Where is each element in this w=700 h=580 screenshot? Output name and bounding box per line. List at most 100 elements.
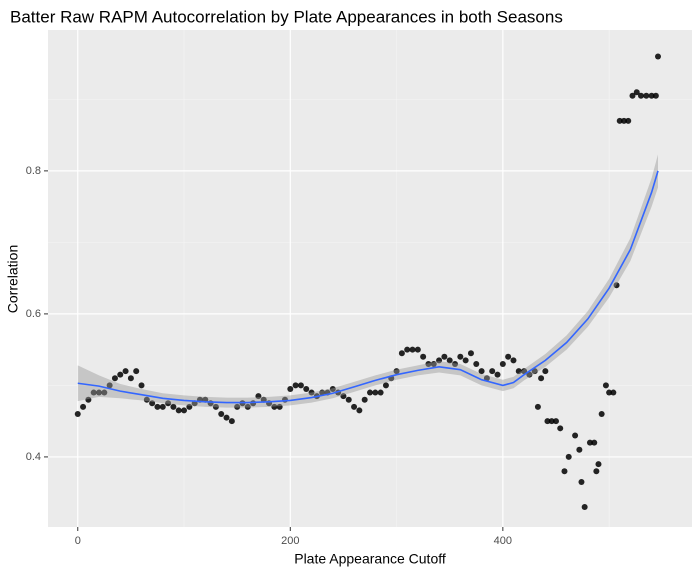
point bbox=[85, 396, 92, 403]
point bbox=[271, 403, 278, 410]
point bbox=[398, 350, 405, 357]
point bbox=[452, 360, 459, 367]
point bbox=[170, 403, 177, 410]
x-tick-label: 400 bbox=[494, 535, 512, 547]
x-axis-title: Plate Appearance Cutoff bbox=[294, 551, 446, 567]
point bbox=[80, 403, 87, 410]
point bbox=[319, 389, 326, 396]
point bbox=[186, 403, 193, 410]
point bbox=[593, 468, 600, 475]
point bbox=[446, 357, 453, 364]
point bbox=[345, 396, 352, 403]
point bbox=[565, 453, 572, 460]
x-tick-label: 0 bbox=[75, 535, 81, 547]
point bbox=[297, 382, 304, 389]
point bbox=[106, 382, 113, 389]
y-tick-label: 0.6 bbox=[26, 308, 41, 320]
point bbox=[223, 414, 230, 421]
point bbox=[175, 407, 182, 414]
point bbox=[542, 368, 549, 375]
point bbox=[143, 396, 150, 403]
point bbox=[473, 360, 480, 367]
point bbox=[409, 346, 416, 353]
point bbox=[483, 375, 490, 382]
point bbox=[552, 418, 559, 425]
point bbox=[234, 403, 241, 410]
point bbox=[276, 403, 283, 410]
point bbox=[531, 368, 538, 375]
point bbox=[154, 403, 161, 410]
point bbox=[606, 389, 613, 396]
point bbox=[244, 403, 251, 410]
point bbox=[586, 439, 593, 446]
point bbox=[228, 418, 235, 425]
smooth-line bbox=[77, 170, 659, 404]
point bbox=[648, 92, 655, 99]
point bbox=[633, 89, 640, 96]
point bbox=[629, 92, 636, 99]
point bbox=[557, 425, 564, 432]
point bbox=[510, 357, 517, 364]
point bbox=[637, 92, 644, 99]
point bbox=[538, 375, 545, 382]
point bbox=[90, 389, 97, 396]
point bbox=[287, 385, 294, 392]
plot-panel bbox=[48, 30, 692, 527]
point bbox=[544, 418, 551, 425]
point bbox=[329, 385, 336, 392]
point bbox=[457, 353, 464, 360]
point bbox=[111, 375, 118, 382]
point bbox=[610, 389, 617, 396]
point bbox=[441, 353, 448, 360]
point bbox=[505, 353, 512, 360]
point bbox=[521, 368, 528, 375]
point bbox=[372, 389, 379, 396]
point bbox=[613, 282, 620, 289]
point bbox=[478, 368, 485, 375]
point bbox=[117, 371, 124, 378]
point bbox=[526, 371, 533, 378]
point bbox=[643, 92, 650, 99]
point bbox=[101, 389, 108, 396]
point bbox=[576, 446, 583, 453]
point bbox=[133, 368, 140, 375]
point bbox=[122, 368, 129, 375]
point bbox=[181, 407, 188, 414]
point bbox=[303, 385, 310, 392]
point bbox=[382, 382, 389, 389]
point bbox=[534, 403, 541, 410]
point bbox=[414, 346, 421, 353]
point bbox=[572, 432, 579, 439]
point bbox=[138, 382, 145, 389]
point bbox=[356, 407, 363, 414]
point bbox=[149, 400, 156, 407]
point bbox=[218, 411, 225, 418]
point bbox=[578, 478, 585, 485]
point bbox=[361, 396, 368, 403]
point bbox=[377, 389, 384, 396]
point bbox=[654, 53, 661, 60]
y-tick-label: 0.4 bbox=[26, 451, 41, 463]
point bbox=[561, 468, 568, 475]
point bbox=[425, 360, 432, 367]
point bbox=[515, 368, 522, 375]
point bbox=[652, 92, 659, 99]
point bbox=[602, 382, 609, 389]
point bbox=[598, 411, 605, 418]
point bbox=[367, 389, 373, 396]
point bbox=[595, 461, 602, 468]
point bbox=[430, 360, 437, 367]
chart-title: Batter Raw RAPM Autocorrelation by Plate… bbox=[10, 7, 563, 26]
point bbox=[393, 368, 400, 375]
point bbox=[489, 368, 496, 375]
point bbox=[499, 360, 506, 367]
point bbox=[127, 375, 134, 382]
point bbox=[581, 503, 588, 510]
point bbox=[159, 403, 166, 410]
y-axis-title: Correlation bbox=[5, 245, 21, 313]
point bbox=[340, 393, 347, 400]
point bbox=[74, 411, 81, 418]
point bbox=[165, 400, 172, 407]
point bbox=[255, 393, 262, 400]
